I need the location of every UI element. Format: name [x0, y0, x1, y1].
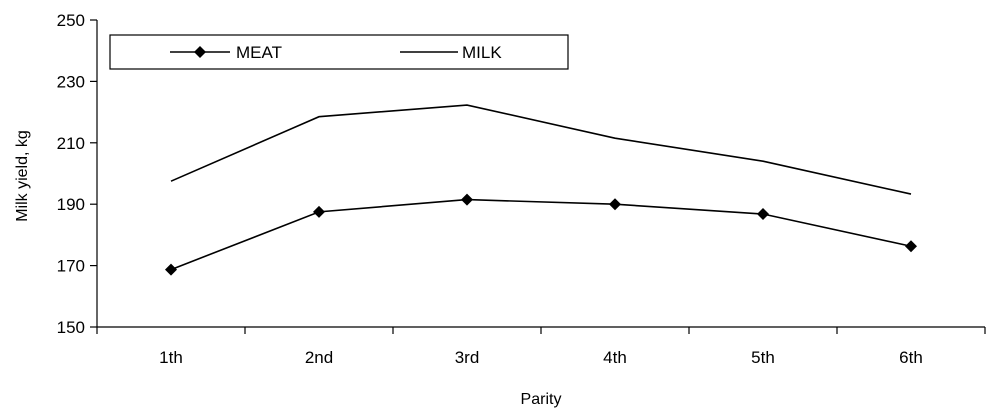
y-tick-label: 250: [57, 11, 85, 30]
y-tick-label: 190: [57, 195, 85, 214]
legend-meat-marker: [194, 46, 206, 58]
x-axis-title: Parity: [521, 391, 562, 408]
legend-milk-label: MILK: [462, 43, 502, 62]
series-meat-line: [170, 198, 912, 271]
x-tick-label: 2nd: [305, 348, 333, 367]
series-meat-point: [757, 208, 769, 221]
x-tick-label: 1th: [159, 348, 183, 367]
y-axis-ticks: 150 170 190 210 230 250: [57, 11, 97, 337]
y-tick-label: 170: [57, 257, 85, 276]
series-meat-point: [313, 205, 325, 218]
y-tick-label: 150: [57, 318, 85, 337]
series-meat-point: [905, 240, 917, 253]
series-meat-point: [461, 193, 473, 206]
legend-meat-label: MEAT: [236, 43, 282, 62]
x-tick-label: 6th: [899, 348, 923, 367]
y-tick-label: 230: [57, 72, 85, 91]
y-tick-label: 210: [57, 134, 85, 153]
series-milk-line: [170, 104, 912, 195]
series-meat-point: [165, 263, 177, 276]
y-axis-title: Milk yield, kg: [14, 130, 31, 222]
x-axis-ticks: 1th 2nd 3rd 4th 5th 6th: [96, 327, 986, 367]
legend: MEAT MILK: [109, 34, 569, 70]
plot-area: [165, 104, 917, 276]
series-meat-point: [609, 198, 621, 211]
x-tick-label: 4th: [603, 348, 627, 367]
x-tick-label: 3rd: [455, 348, 480, 367]
x-tick-label: 5th: [751, 348, 775, 367]
